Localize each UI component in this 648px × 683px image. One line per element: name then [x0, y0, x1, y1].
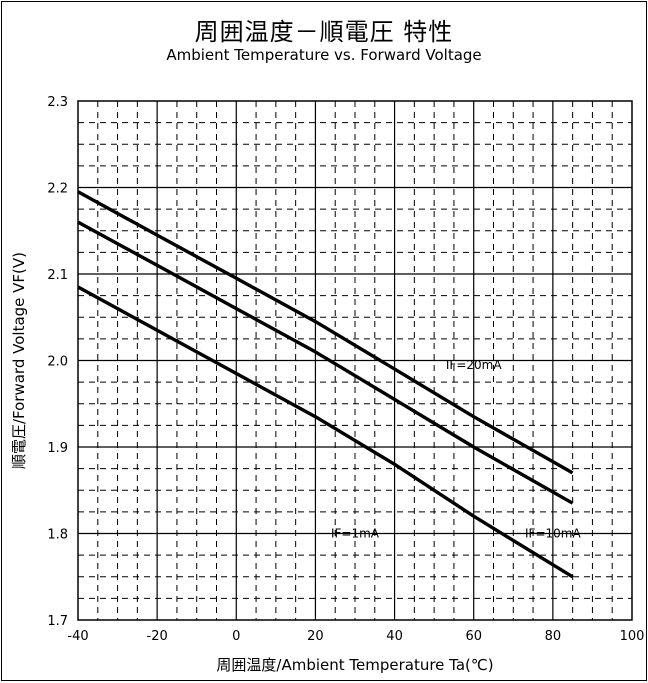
y-tick-label: 1.7	[47, 614, 68, 629]
x-tick-label: 80	[545, 629, 562, 644]
series-lines	[77, 190, 574, 579]
x-tick-labels: -40 -20 0 20 40 60 80 100	[67, 629, 644, 644]
grid-major	[78, 101, 632, 620]
x-tick-label: 40	[386, 629, 403, 644]
x-tick-label: -20	[147, 629, 168, 644]
y-axis-label: 順電圧/Forward Voltage VF(V)	[10, 252, 28, 469]
x-axis-label: 周囲温度/Ambient Temperature Ta(℃)	[216, 656, 493, 674]
series-labels: IF=20mA IF=10mA IF=1mA	[331, 358, 581, 541]
plot-border	[77, 100, 633, 621]
y-tick-labels: 1.7 1.8 1.9 2.0 2.1 2.2 2.3	[47, 95, 68, 629]
series-label-0: IF=20mA	[446, 358, 502, 372]
series-label-2: IF=1mA	[331, 527, 380, 541]
chart-subtitle: Ambient Temperature vs. Forward Voltage	[166, 46, 482, 64]
y-tick-label: 1.8	[47, 528, 68, 543]
series-line-1	[77, 220, 574, 505]
y-tick-label: 2.2	[47, 182, 68, 197]
chart-title: 周囲温度－順電圧 特性	[194, 18, 454, 46]
y-tick-label: 1.9	[47, 441, 68, 456]
x-tick-label: 0	[232, 629, 240, 644]
y-tick-label: 2.3	[47, 95, 68, 110]
x-tick-label: 100	[620, 629, 645, 644]
x-tick-label: 20	[307, 629, 324, 644]
series-line-0	[77, 190, 574, 475]
x-tick-label: 60	[465, 629, 482, 644]
x-tick-label: -40	[67, 629, 88, 644]
y-tick-label: 2.1	[47, 268, 68, 283]
series-label-1: IF=10mA	[525, 527, 581, 541]
y-tick-label: 2.0	[47, 355, 68, 370]
series-line-2	[77, 285, 574, 579]
